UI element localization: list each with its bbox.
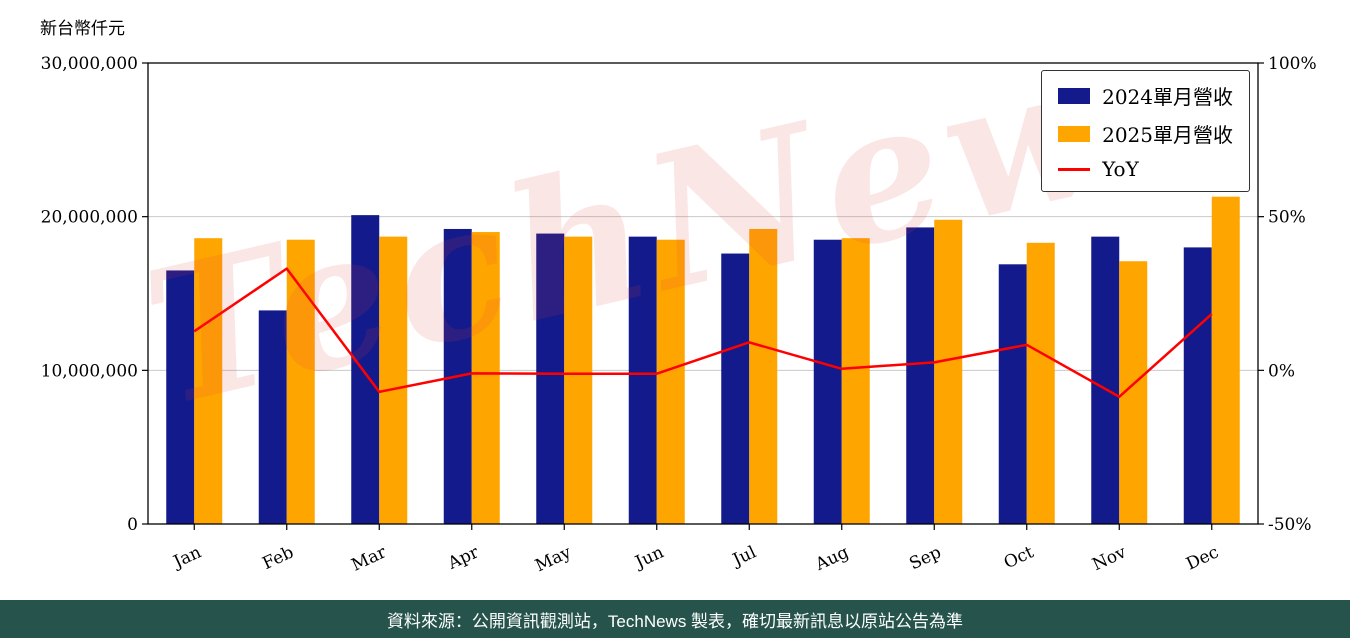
revenue-bar-2025單月營收-Oct [1026, 242, 1055, 525]
axis-tick-label: Jun [631, 542, 667, 573]
axis-tick-label: Apr [444, 542, 483, 574]
axis-tick-label: Sep [906, 542, 944, 574]
axis-tick-label: -50% [1268, 515, 1312, 535]
axis-tick-label: May [532, 542, 574, 576]
legend-label-2025: 2025單月營收 [1102, 123, 1233, 147]
revenue-bar-2024單月營收-Jan [166, 270, 195, 524]
revenue-bar-2024單月營收-Jun [628, 236, 657, 525]
revenue-bar-2025單月營收-Feb [286, 239, 315, 524]
axis-tick-label: Aug [812, 542, 852, 575]
chart-legend: 2024單月營收 2025單月營收 YoY [1041, 70, 1250, 192]
axis-tick-label: 10,000,000 [41, 361, 138, 381]
y-axis-title: 新台幣仟元 [40, 19, 125, 39]
legend-item-2024: 2024單月營收 [1058, 81, 1233, 110]
axis-tick-label: Dec [1183, 542, 1222, 574]
axis-tick-label: 50% [1268, 208, 1306, 228]
axis-tick-label: 20,000,000 [41, 208, 138, 228]
axis-tick-label: Jul [728, 542, 759, 571]
legend-label-2024: 2024單月營收 [1102, 85, 1233, 109]
legend-item-2025: 2025單月營收 [1058, 119, 1233, 148]
yoy-line [193, 267, 1213, 399]
footer-source-text: 資料來源：公開資訊觀測站，TechNews 製表，確切最新訊息以原站公告為準 [386, 611, 964, 631]
revenue-bar-2025單月營收-Apr [471, 232, 500, 525]
legend-swatch-2025 [1058, 125, 1091, 142]
revenue-bar-2024單月營收-Mar [351, 215, 380, 524]
legend-label-yoy: YoY [1102, 157, 1139, 181]
revenue-bar-2024單月營收-Sep [906, 227, 935, 524]
axis-tick-label: 0% [1268, 361, 1295, 381]
revenue-bar-2025單月營收-Jul [749, 228, 778, 524]
revenue-bar-2025單月營收-Sep [934, 219, 963, 525]
revenue-bar-2024單月營收-Oct [998, 264, 1027, 524]
plot-border [147, 62, 1259, 525]
axis-tick-label: 30,000,000 [41, 54, 138, 74]
revenue-bar-2025單月營收-Jun [656, 239, 685, 524]
axis-tick-label: 0 [127, 515, 138, 535]
revenue-bar-2024單月營收-Dec [1183, 247, 1212, 524]
revenue-bar-2025單月營收-Jan [194, 238, 223, 524]
axis-tick-label: Jan [169, 542, 205, 573]
axis-tick-label: Nov [1089, 542, 1129, 575]
axis-tick-label: Oct [1001, 542, 1037, 573]
revenue-bar-2025單月營收-Aug [841, 238, 870, 524]
revenue-bar-2024單月營收-Nov [1091, 236, 1120, 525]
revenue-bar-2025單月營收-Mar [379, 236, 408, 525]
axis-tick-label: Mar [349, 542, 391, 576]
revenue-bar-2024單月營收-Feb [258, 310, 287, 524]
revenue-chart-plot: 0 10,000,000 20,000,000 30,000,000 -50% 0% 50%… [41, 54, 1317, 576]
legend-swatch-2024 [1058, 87, 1091, 104]
revenue-bar-2025單月營收-May [564, 236, 593, 525]
axis-tick-label: Feb [260, 542, 297, 574]
footer-bar: 資料來源：公開資訊觀測站，TechNews 製表，確切最新訊息以原站公告為準 [0, 600, 1350, 638]
legend-line-yoy [1058, 167, 1091, 171]
revenue-bar-2024單月營收-May [536, 233, 565, 524]
axis-tick-label: 100% [1268, 54, 1317, 74]
revenue-bar-2024單月營收-Aug [813, 239, 842, 524]
revenue-bar-2024單月營收-Jul [721, 253, 750, 524]
legend-item-yoy: YoY [1058, 157, 1233, 181]
revenue-bar-2025單月營收-Dec [1211, 196, 1240, 524]
